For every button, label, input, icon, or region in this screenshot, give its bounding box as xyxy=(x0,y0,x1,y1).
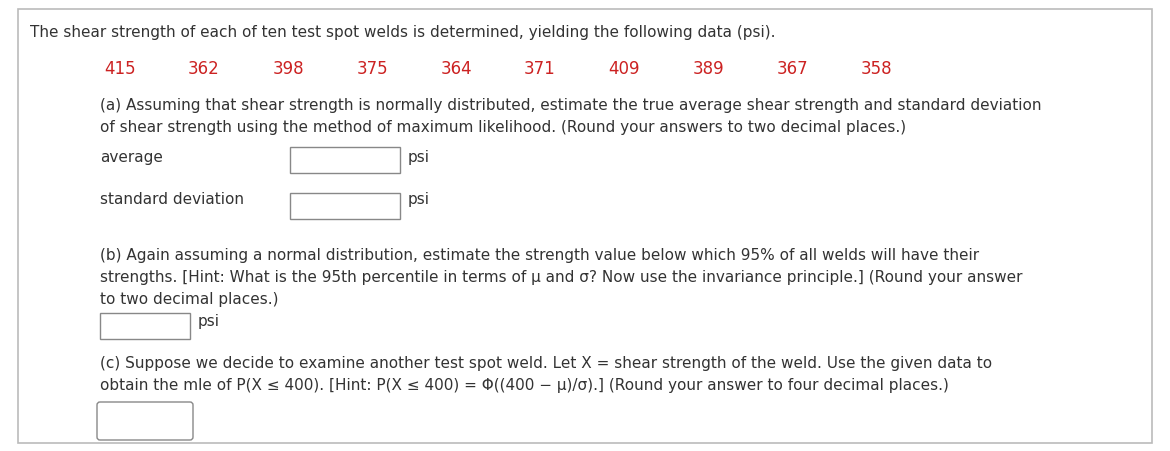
Text: average: average xyxy=(99,150,163,165)
Text: (b) Again assuming a normal distribution, estimate the strength value below whic: (b) Again assuming a normal distribution… xyxy=(99,248,979,262)
Text: psi: psi xyxy=(408,150,431,165)
Text: 389: 389 xyxy=(693,60,724,78)
FancyBboxPatch shape xyxy=(18,10,1152,443)
Text: 398: 398 xyxy=(273,60,304,78)
Text: 375: 375 xyxy=(356,60,387,78)
Text: 364: 364 xyxy=(440,60,472,78)
Text: 367: 367 xyxy=(776,60,807,78)
Text: standard deviation: standard deviation xyxy=(99,192,245,207)
Text: 358: 358 xyxy=(860,60,892,78)
FancyBboxPatch shape xyxy=(97,402,193,440)
FancyBboxPatch shape xyxy=(290,147,400,174)
Text: (a) Assuming that shear strength is normally distributed, estimate the true aver: (a) Assuming that shear strength is norm… xyxy=(99,98,1041,113)
FancyBboxPatch shape xyxy=(290,193,400,220)
FancyBboxPatch shape xyxy=(99,313,190,339)
Text: obtain the mle of P(X ≤ 400). [Hint: P(X ≤ 400) = Φ((400 − μ)/σ).] (Round your a: obtain the mle of P(X ≤ 400). [Hint: P(X… xyxy=(99,377,949,392)
Text: 409: 409 xyxy=(608,60,640,78)
Text: 371: 371 xyxy=(524,60,556,78)
Text: psi: psi xyxy=(198,313,220,328)
Text: strengths. [Hint: What is the 95th percentile in terms of μ and σ? Now use the i: strengths. [Hint: What is the 95th perce… xyxy=(99,269,1023,285)
Text: 415: 415 xyxy=(104,60,136,78)
Text: The shear strength of each of ten test spot welds is determined, yielding the fo: The shear strength of each of ten test s… xyxy=(30,25,776,40)
Text: (c) Suppose we decide to examine another test spot weld. Let X = shear strength : (c) Suppose we decide to examine another… xyxy=(99,355,992,370)
Text: of shear strength using the method of maximum likelihood. (Round your answers to: of shear strength using the method of ma… xyxy=(99,120,906,135)
Text: to two decimal places.): to two decimal places.) xyxy=(99,291,278,306)
Text: psi: psi xyxy=(408,192,431,207)
Text: 362: 362 xyxy=(188,60,220,78)
